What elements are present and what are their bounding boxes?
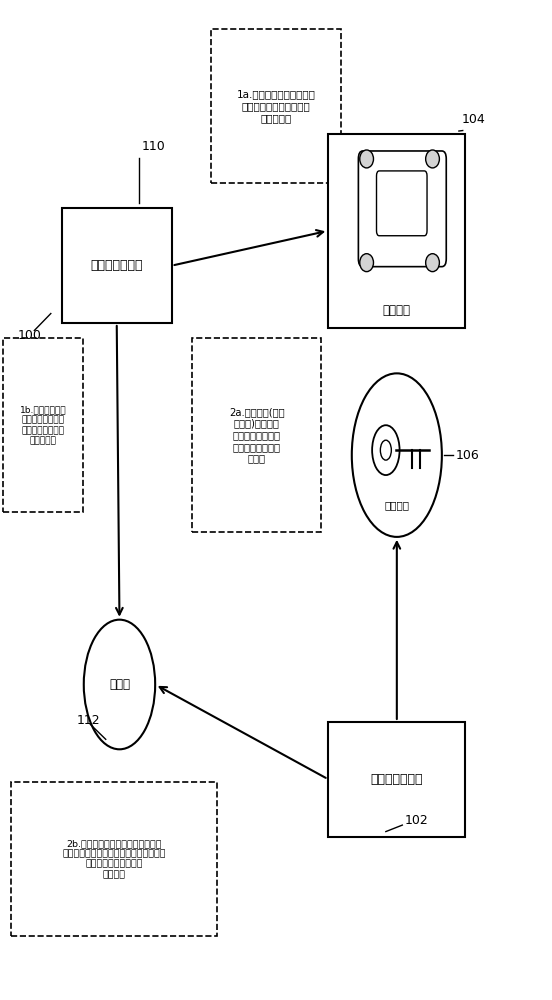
Text: 112: 112 bbox=[77, 714, 100, 727]
Ellipse shape bbox=[360, 254, 374, 272]
Text: 104: 104 bbox=[461, 113, 485, 126]
Circle shape bbox=[372, 425, 400, 475]
Text: 2b.经销商从遥控钥匙定位遥控钥匙
或其制造商定位遥控钥匙，不需要将所述
标识认，不需要将所述
标识保密: 2b.经销商从遥控钥匙定位遥控钥匙 或其制造商定位遥控钥匙，不需要将所述 标识认… bbox=[62, 839, 166, 879]
Circle shape bbox=[352, 373, 442, 537]
Text: 102: 102 bbox=[405, 814, 429, 827]
Bar bbox=[62, 208, 172, 323]
Bar bbox=[328, 722, 465, 837]
Text: 100: 100 bbox=[18, 329, 42, 342]
Bar bbox=[3, 338, 83, 512]
Text: 110: 110 bbox=[141, 140, 165, 153]
Text: 遥控钥匙制造商: 遥控钥匙制造商 bbox=[370, 773, 423, 786]
Text: 2a.遥控钥匙(或交
通工具)制造商将
唯一非秘密遥控钥
匙标识输入到遥控
钥匙中: 2a.遥控钥匙(或交 通工具)制造商将 唯一非秘密遥控钥 匙标识输入到遥控 钥匙… bbox=[229, 407, 285, 463]
Circle shape bbox=[380, 440, 391, 460]
Text: 1a.交通工具制造商将唯一
秘密控制单元标识输入到
控制单元中: 1a.交通工具制造商将唯一 秘密控制单元标识输入到 控制单元中 bbox=[237, 89, 315, 123]
Bar bbox=[11, 782, 217, 936]
Ellipse shape bbox=[426, 254, 439, 272]
Circle shape bbox=[84, 620, 155, 749]
Text: 遥控钥匙: 遥控钥匙 bbox=[384, 500, 410, 510]
Text: 106: 106 bbox=[456, 449, 480, 462]
FancyBboxPatch shape bbox=[376, 171, 427, 236]
Bar bbox=[211, 29, 341, 183]
Text: 控制单元: 控制单元 bbox=[383, 304, 411, 317]
Bar bbox=[328, 134, 465, 328]
Bar bbox=[192, 338, 321, 532]
Ellipse shape bbox=[360, 150, 374, 168]
Text: 1b.经销商从交通
工具制造商获得控
制单元标识，将所
述标识保密: 1b.经销商从交通 工具制造商获得控 制单元标识，将所 述标识保密 bbox=[20, 405, 66, 445]
Text: 交通工具制造商: 交通工具制造商 bbox=[91, 259, 143, 272]
Text: 经销商: 经销商 bbox=[109, 678, 130, 691]
FancyBboxPatch shape bbox=[358, 151, 446, 267]
Ellipse shape bbox=[426, 150, 439, 168]
